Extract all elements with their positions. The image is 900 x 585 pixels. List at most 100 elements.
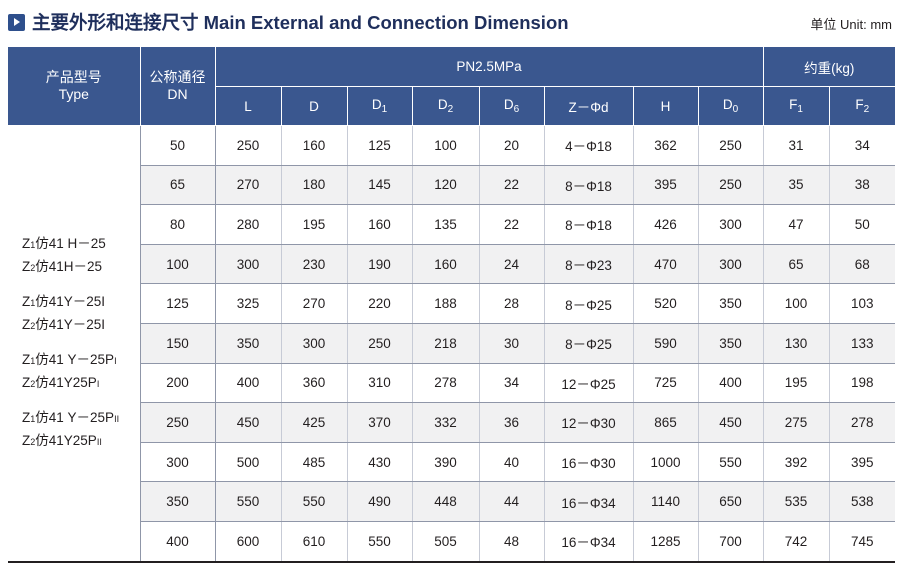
- type-body: 仿41Y25P: [35, 433, 97, 449]
- table-cell: 300: [697, 204, 764, 245]
- table-cell: 160: [346, 204, 413, 245]
- type-suffix-subscript: I: [96, 379, 100, 390]
- table-cell: 103: [828, 283, 896, 324]
- table-cell: 1000: [632, 442, 699, 483]
- column-header-sub: 6: [513, 104, 520, 115]
- table-cell: 133: [828, 323, 896, 364]
- table-cell: 550: [697, 442, 764, 483]
- table-cell: 8－Φ23: [543, 244, 634, 285]
- header-type-en: Type: [58, 86, 89, 102]
- table-cell: 80: [139, 204, 216, 245]
- table-cell: 47: [762, 204, 830, 245]
- table-cell: 120: [411, 165, 480, 206]
- type-model: Z1仿41Y－25I: [22, 291, 140, 314]
- header-dn: 公称通径 DN: [139, 47, 216, 126]
- column-header: D0: [697, 86, 764, 126]
- table-cell: 362: [632, 125, 699, 166]
- column-header-main: D: [722, 97, 733, 112]
- table-cell: 22: [478, 165, 545, 206]
- table-cell: 395: [828, 442, 896, 483]
- type-body: 仿41Y25P: [35, 375, 97, 391]
- type-group: Z1仿41 H－25 Z2仿41H－25: [22, 233, 140, 279]
- table-cell: 190: [346, 244, 413, 285]
- type-prefix: Z: [22, 259, 31, 275]
- table-row: 400 600 610 550 505 48 16－Φ34 1285 700 742 745: [8, 521, 896, 563]
- type-subscript: 2: [30, 379, 36, 390]
- type-model: Z1仿41 H－25: [22, 233, 140, 256]
- column-header: D1: [346, 86, 413, 126]
- table-cell: 8－Φ18: [543, 204, 634, 245]
- type-model: Z2仿41Y－25I: [22, 314, 140, 337]
- column-header-sub: 1: [381, 104, 388, 115]
- table-cell: 40: [478, 442, 545, 483]
- table-cell: 425: [280, 402, 348, 443]
- table-row: 250 450 425 370 332 36 12－Φ30 865 450 275 278: [8, 402, 896, 443]
- table-cell: 450: [214, 402, 282, 443]
- table-cell: 50: [828, 204, 896, 245]
- table-row: 100 300 230 190 160 24 8－Φ23 470 300 65 68: [8, 244, 896, 285]
- table-cell: 400: [697, 363, 764, 404]
- table-cell: 1285: [632, 521, 699, 563]
- table-cell: 20: [478, 125, 545, 166]
- type-prefix: Z: [22, 236, 31, 252]
- column-header: F1: [762, 86, 830, 126]
- table-cell: 278: [411, 363, 480, 404]
- column-header-main: D: [437, 97, 448, 112]
- column-header-sub: 2: [863, 104, 870, 115]
- table-cell: 360: [280, 363, 348, 404]
- table-row: Z1仿41 H－25 Z2仿41H－25 Z1仿41Y－25I Z2仿41Y－25I Z…: [8, 125, 896, 563]
- header-dn-cn: 公称通径: [149, 69, 206, 85]
- column-header: H: [632, 86, 699, 126]
- column-header-main: Z－Φd: [568, 100, 609, 115]
- header-type: 产品型号 Type: [8, 47, 141, 126]
- column-header-sub: 2: [447, 104, 454, 115]
- type-prefix: Z: [22, 375, 31, 391]
- table-cell: 390: [411, 442, 480, 483]
- table-cell: 28: [478, 283, 545, 324]
- table-cell: 325: [214, 283, 282, 324]
- type-model: Z2仿41Y25PI: [22, 372, 140, 395]
- type-body: 仿41 Y－25P: [35, 352, 115, 368]
- table-cell: 278: [828, 402, 896, 443]
- table-row: 65 270 180 145 120 22 8－Φ18 395 250 35 38: [8, 165, 896, 206]
- column-header-main: H: [660, 98, 671, 114]
- table-cell: 500: [214, 442, 282, 483]
- table-cell: 16－Φ30: [543, 442, 634, 483]
- table-cell: 350: [697, 283, 764, 324]
- table-cell: 392: [762, 442, 830, 483]
- table-cell: 275: [762, 402, 830, 443]
- type-model: Z2仿41H－25: [22, 256, 140, 279]
- type-prefix: Z: [22, 433, 31, 449]
- dimension-table: 产品型号 Type 公称通径 DN PN2.5MPa 约重(kg) L D D1 D2…: [8, 47, 896, 563]
- type-prefix: Z: [22, 317, 31, 333]
- table-cell: 520: [632, 283, 699, 324]
- table-cell: 470: [632, 244, 699, 285]
- header-weight: 约重(kg): [762, 47, 896, 87]
- type-group: Z1仿41Y－25I Z2仿41Y－25I: [22, 291, 140, 337]
- column-header: F2: [828, 86, 896, 126]
- table-row: 150 350 300 250 218 30 8－Φ25 590 350 130 133: [8, 323, 896, 364]
- table-cell: 34: [478, 363, 545, 404]
- table-cell: 505: [411, 521, 480, 563]
- table-cell: 590: [632, 323, 699, 364]
- table-row: 350 550 550 490 448 44 16－Φ34 1140 650 535 538: [8, 481, 896, 522]
- table-row: 125 325 270 220 188 28 8－Φ25 520 350 100 103: [8, 283, 896, 324]
- type-group: Z1仿41 Y－25PI Z2仿41Y25PI: [22, 349, 140, 395]
- table-cell: 8－Φ25: [543, 283, 634, 324]
- table-cell: 600: [214, 521, 282, 563]
- table-cell: 865: [632, 402, 699, 443]
- table-cell: 198: [828, 363, 896, 404]
- header-pressure: PN2.5MPa: [214, 47, 764, 87]
- table-cell: 220: [346, 283, 413, 324]
- type-suffix-subscript: II: [114, 414, 120, 425]
- type-subscript: 1: [30, 240, 36, 251]
- table-cell: 22: [478, 204, 545, 245]
- table-cell: 350: [697, 323, 764, 364]
- table-cell: 370: [346, 402, 413, 443]
- type-body: 仿41 H－25: [35, 236, 106, 252]
- table-cell: 100: [139, 244, 216, 285]
- table-cell: 65: [139, 165, 216, 206]
- table-cell: 31: [762, 125, 830, 166]
- type-subscript: 2: [30, 437, 36, 448]
- table-cell: 332: [411, 402, 480, 443]
